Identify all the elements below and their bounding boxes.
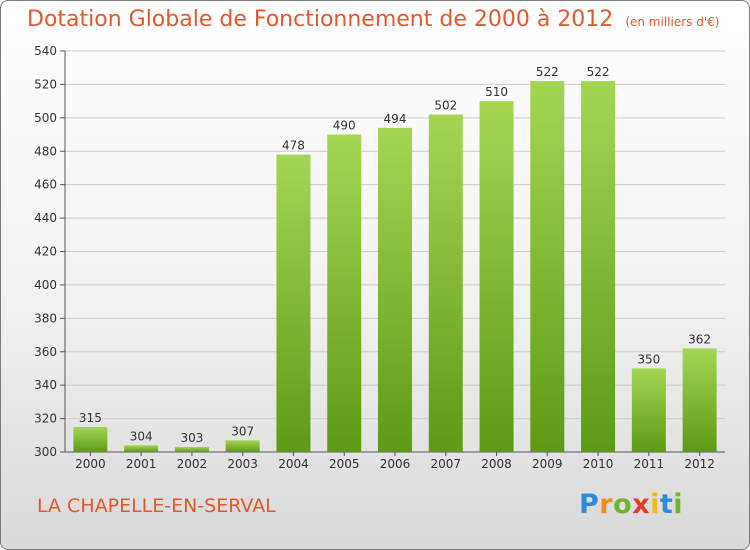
data-label-2002: 303 xyxy=(180,431,203,445)
x-tick-label-2008: 2008 xyxy=(481,457,512,471)
logo-letter: t xyxy=(659,489,674,520)
bar-2011 xyxy=(631,368,666,452)
bar-2004 xyxy=(276,154,311,452)
data-label-2003: 307 xyxy=(231,424,254,438)
chart-unit: (en milliers d'€) xyxy=(625,15,720,29)
bar-2003 xyxy=(225,440,260,452)
bars xyxy=(73,81,717,452)
y-tick-label: 500 xyxy=(34,111,57,125)
data-label-2007: 502 xyxy=(434,98,457,112)
bar-2001 xyxy=(124,445,159,452)
data-label-2008: 510 xyxy=(485,85,508,99)
x-tick-label-2002: 2002 xyxy=(177,457,208,471)
y-tick-label: 540 xyxy=(34,44,57,58)
bar-2000 xyxy=(73,426,108,452)
logo-letter: o xyxy=(613,489,633,520)
bar-2010 xyxy=(581,81,616,452)
y-tick-label: 380 xyxy=(34,311,57,325)
y-tick-label: 460 xyxy=(34,178,57,192)
x-tick-label-2005: 2005 xyxy=(329,457,360,471)
x-tick-label-2007: 2007 xyxy=(430,457,461,471)
bar-2009 xyxy=(530,81,565,452)
y-tick-label: 400 xyxy=(34,278,57,292)
logo-letter: r xyxy=(599,489,614,520)
bar-2007 xyxy=(428,114,463,452)
logo-letter: i xyxy=(673,489,684,520)
x-tick-label-2000: 2000 xyxy=(75,457,106,471)
y-tick-label: 480 xyxy=(34,144,57,158)
x-tick-label-2003: 2003 xyxy=(227,457,258,471)
data-label-2011: 350 xyxy=(637,352,660,366)
x-tick-label-2006: 2006 xyxy=(380,457,411,471)
data-labels: 315 304 303 307 478 490 494 502 510 522 522 350 362 xyxy=(79,65,711,445)
data-label-2009: 522 xyxy=(536,65,559,79)
x-tick-label-2004: 2004 xyxy=(278,457,309,471)
y-tick-label: 320 xyxy=(34,412,57,426)
x-tick-label-2012: 2012 xyxy=(684,457,715,471)
data-label-2010: 522 xyxy=(587,65,610,79)
chart-title-text: Dotation Globale de Fonctionnement de 20… xyxy=(27,7,614,32)
y-tick-label: 440 xyxy=(34,211,57,225)
data-label-2004: 478 xyxy=(282,139,305,153)
bar-2002 xyxy=(174,446,209,452)
y-tick-label: 360 xyxy=(34,345,57,359)
bar-2005 xyxy=(327,134,362,452)
x-tick-label-2010: 2010 xyxy=(583,457,614,471)
x-tick-label-2011: 2011 xyxy=(634,457,665,471)
y-tick-label: 520 xyxy=(34,77,57,91)
place-name: LA CHAPELLE-EN-SERVAL xyxy=(37,495,276,517)
y-tick-label: 340 xyxy=(34,378,57,392)
logo-letter: i xyxy=(650,489,660,520)
bar-2008 xyxy=(479,101,514,452)
data-label-2012: 362 xyxy=(688,332,711,346)
y-tick-label: 420 xyxy=(34,245,57,259)
data-label-2006: 494 xyxy=(384,112,407,126)
bar-2012 xyxy=(682,348,717,452)
data-label-2000: 315 xyxy=(79,411,102,425)
chart-title: Dotation Globale de Fonctionnement de 20… xyxy=(27,7,719,32)
data-label-2005: 490 xyxy=(333,119,356,133)
logo-letter: x xyxy=(632,489,651,520)
bar-2006 xyxy=(378,127,412,452)
x-tick-label-2001: 2001 xyxy=(126,457,157,471)
y-tick-label: 300 xyxy=(34,445,57,459)
x-tick-label-2009: 2009 xyxy=(532,457,563,471)
data-label-2001: 304 xyxy=(130,429,153,443)
logo-letter: P xyxy=(579,489,600,520)
axes: 300 320 340 360 380 400 420 440 460 480 500 520 540 2… xyxy=(34,44,725,471)
proxiti-logo[interactable]: Proxiti xyxy=(579,489,683,520)
